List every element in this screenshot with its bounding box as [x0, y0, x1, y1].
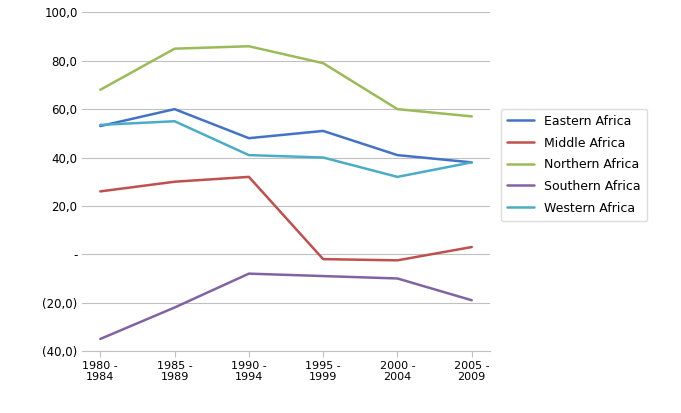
- Western Africa: [319, 155, 328, 160]
- Western Africa: [244, 153, 253, 158]
- Line: Northern Africa: Northern Africa: [100, 46, 472, 116]
- Eastern Africa: [468, 160, 476, 165]
- Northern Africa: [319, 61, 328, 66]
- Northern Africa: [96, 87, 104, 92]
- Southern Africa: [170, 305, 178, 310]
- Western Africa: [468, 160, 476, 165]
- Southern Africa: [394, 276, 402, 281]
- Southern Africa: [468, 298, 476, 303]
- Middle Africa: [319, 256, 328, 261]
- Northern Africa: [394, 107, 402, 112]
- Western Africa: [170, 119, 178, 124]
- Middle Africa: [170, 179, 178, 184]
- Eastern Africa: [244, 136, 253, 141]
- Middle Africa: [468, 244, 476, 249]
- Middle Africa: [244, 174, 253, 179]
- Middle Africa: [394, 258, 402, 263]
- Northern Africa: [468, 114, 476, 119]
- Line: Southern Africa: Southern Africa: [100, 274, 472, 339]
- Legend: Eastern Africa, Middle Africa, Northern Africa, Southern Africa, Western Africa: Eastern Africa, Middle Africa, Northern …: [501, 109, 647, 221]
- Southern Africa: [96, 337, 104, 342]
- Line: Western Africa: Western Africa: [100, 121, 472, 177]
- Eastern Africa: [170, 107, 178, 112]
- Middle Africa: [96, 189, 104, 194]
- Southern Africa: [319, 273, 328, 278]
- Western Africa: [394, 174, 402, 179]
- Eastern Africa: [96, 123, 104, 128]
- Eastern Africa: [319, 128, 328, 133]
- Eastern Africa: [394, 153, 402, 158]
- Line: Middle Africa: Middle Africa: [100, 177, 472, 260]
- Line: Eastern Africa: Eastern Africa: [100, 109, 472, 162]
- Northern Africa: [244, 44, 253, 49]
- Northern Africa: [170, 46, 178, 51]
- Southern Africa: [244, 271, 253, 276]
- Western Africa: [96, 122, 104, 127]
